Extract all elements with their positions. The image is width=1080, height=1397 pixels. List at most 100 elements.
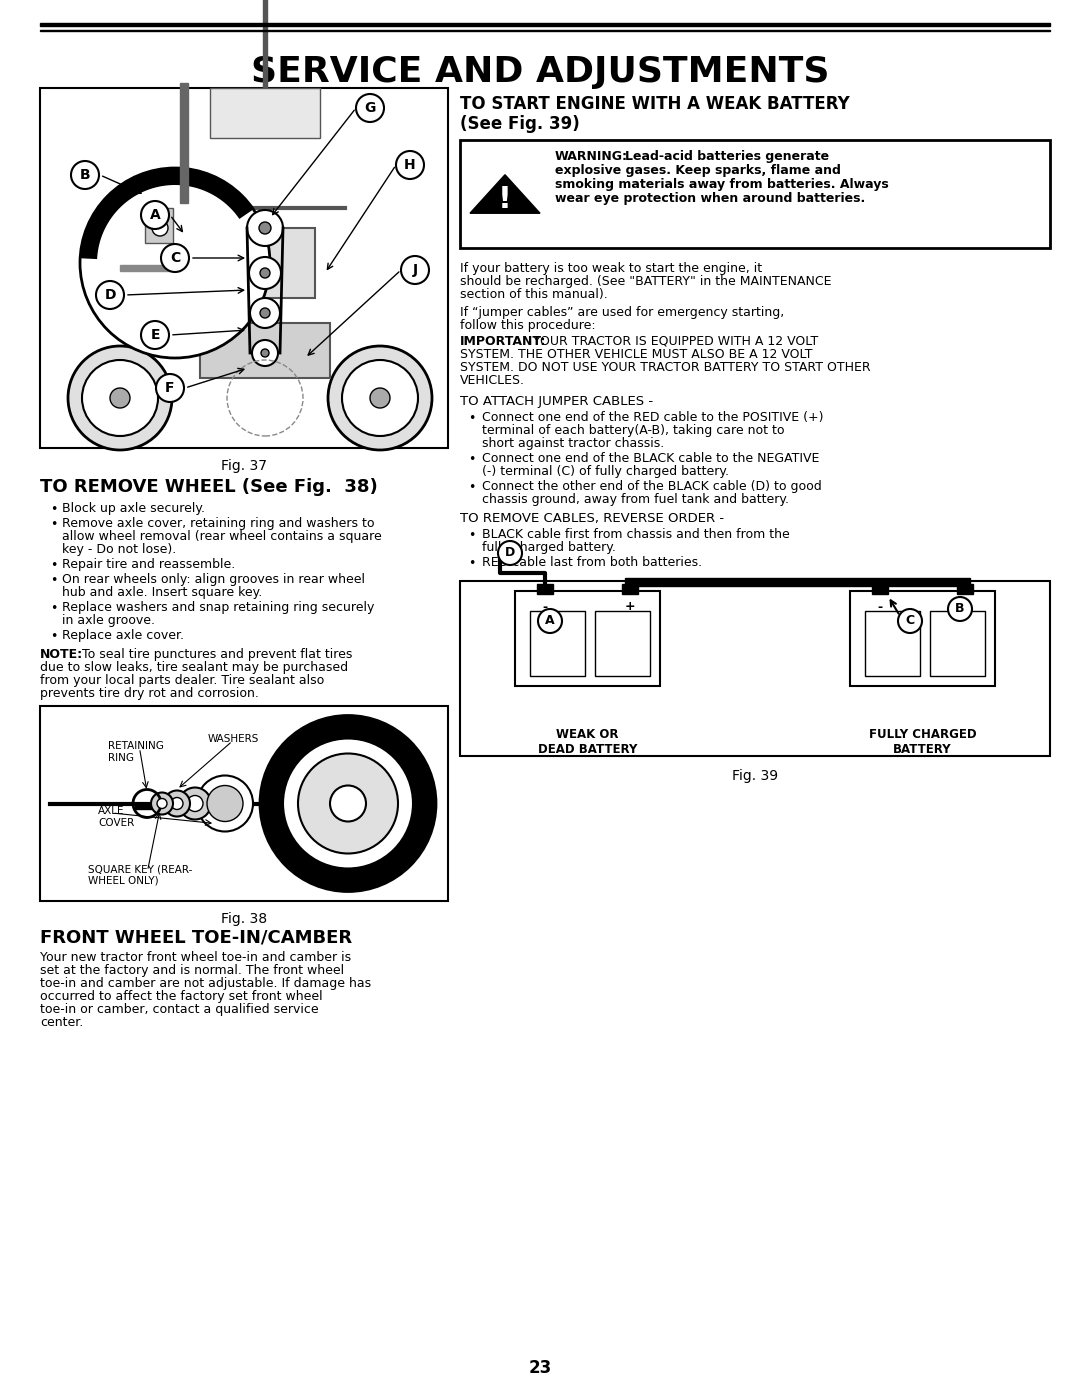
Circle shape xyxy=(538,609,562,633)
Circle shape xyxy=(948,597,972,622)
Bar xyxy=(120,265,180,271)
Text: TO REMOVE CABLES, REVERSE ORDER -: TO REMOVE CABLES, REVERSE ORDER - xyxy=(460,511,724,525)
Circle shape xyxy=(197,775,253,831)
Text: •: • xyxy=(468,481,475,495)
Bar xyxy=(622,584,638,594)
Text: Lead-acid batteries generate: Lead-acid batteries generate xyxy=(625,149,829,163)
Circle shape xyxy=(260,268,270,278)
Text: Replace axle cover.: Replace axle cover. xyxy=(62,629,184,643)
Text: (See Fig. 39): (See Fig. 39) xyxy=(460,115,580,133)
Circle shape xyxy=(164,791,190,816)
Text: should be recharged. (See "BATTERY" in the MAINTENANCE: should be recharged. (See "BATTERY" in t… xyxy=(460,275,832,288)
Bar xyxy=(180,82,188,203)
Circle shape xyxy=(249,298,280,328)
Circle shape xyxy=(141,321,168,349)
Text: FRONT WHEEL TOE-IN/CAMBER: FRONT WHEEL TOE-IN/CAMBER xyxy=(40,929,352,947)
Text: allow wheel removal (rear wheel contains a square: allow wheel removal (rear wheel contains… xyxy=(62,529,381,543)
Circle shape xyxy=(342,360,418,436)
Text: smoking materials away from batteries. Always: smoking materials away from batteries. A… xyxy=(555,177,889,191)
Circle shape xyxy=(156,374,184,402)
Circle shape xyxy=(96,281,124,309)
Bar xyxy=(460,581,1050,756)
Text: J: J xyxy=(413,263,418,277)
Text: SQUARE KEY (REAR-
WHEEL ONLY): SQUARE KEY (REAR- WHEEL ONLY) xyxy=(87,863,192,886)
Text: RED cable last from both batteries.: RED cable last from both batteries. xyxy=(482,556,702,569)
Text: short against tractor chassis.: short against tractor chassis. xyxy=(482,437,664,450)
Text: toe-in and camber are not adjustable. If damage has: toe-in and camber are not adjustable. If… xyxy=(40,977,372,990)
Bar xyxy=(40,705,448,901)
Text: Your new tractor front wheel toe-in and camber is: Your new tractor front wheel toe-in and … xyxy=(40,951,351,964)
Text: E: E xyxy=(150,328,160,342)
Bar xyxy=(530,610,585,676)
Bar xyxy=(210,88,320,138)
Circle shape xyxy=(261,349,269,358)
Circle shape xyxy=(252,339,278,366)
Text: YOUR TRACTOR IS EQUIPPED WITH A 12 VOLT: YOUR TRACTOR IS EQUIPPED WITH A 12 VOLT xyxy=(534,335,819,348)
Text: Connect the other end of the BLACK cable (D) to good: Connect the other end of the BLACK cable… xyxy=(482,481,822,493)
Polygon shape xyxy=(80,168,254,258)
Circle shape xyxy=(396,151,424,179)
Text: On rear wheels only: align grooves in rear wheel: On rear wheels only: align grooves in re… xyxy=(62,573,365,585)
Circle shape xyxy=(179,788,211,820)
Circle shape xyxy=(328,346,432,450)
Text: terminal of each battery(A-B), taking care not to: terminal of each battery(A-B), taking ca… xyxy=(482,425,784,437)
Text: •: • xyxy=(468,453,475,467)
Text: TO REMOVE WHEEL (See Fig.  38): TO REMOVE WHEEL (See Fig. 38) xyxy=(40,478,378,496)
Text: key - Do not lose).: key - Do not lose). xyxy=(62,543,176,556)
Text: H: H xyxy=(404,158,416,172)
Bar xyxy=(40,88,448,448)
Circle shape xyxy=(498,541,522,564)
Bar xyxy=(215,228,315,298)
Text: •: • xyxy=(50,574,57,587)
Text: WARNING:: WARNING: xyxy=(555,149,627,163)
Text: •: • xyxy=(468,529,475,542)
Text: Connect one end of the BLACK cable to the NEGATIVE: Connect one end of the BLACK cable to th… xyxy=(482,453,820,465)
Text: •: • xyxy=(50,630,57,643)
Circle shape xyxy=(152,219,168,236)
Text: SERVICE AND ADJUSTMENTS: SERVICE AND ADJUSTMENTS xyxy=(251,54,829,89)
Polygon shape xyxy=(470,175,540,214)
Text: WEAK OR
DEAD BATTERY: WEAK OR DEAD BATTERY xyxy=(538,728,637,756)
Text: Connect one end of the RED cable to the POSITIVE (+): Connect one end of the RED cable to the … xyxy=(482,411,824,425)
Text: Replace washers and snap retaining ring securely: Replace washers and snap retaining ring … xyxy=(62,601,375,615)
Text: Block up axle securely.: Block up axle securely. xyxy=(62,502,205,515)
Text: •: • xyxy=(50,602,57,615)
Circle shape xyxy=(260,307,270,319)
Text: NOTE:: NOTE: xyxy=(40,648,83,661)
Circle shape xyxy=(283,739,413,869)
Text: Fig. 38: Fig. 38 xyxy=(221,912,267,926)
Text: from your local parts dealer. Tire sealant also: from your local parts dealer. Tire seala… xyxy=(40,673,324,687)
Text: •: • xyxy=(468,412,475,425)
Text: follow this procedure:: follow this procedure: xyxy=(460,319,596,332)
Text: A: A xyxy=(545,615,555,627)
Text: •: • xyxy=(468,557,475,570)
Text: •: • xyxy=(50,559,57,571)
Text: TO START ENGINE WITH A WEAK BATTERY: TO START ENGINE WITH A WEAK BATTERY xyxy=(460,95,850,113)
Text: fully charged battery.: fully charged battery. xyxy=(482,541,616,555)
Circle shape xyxy=(187,795,203,812)
Text: explosive gases. Keep sparks, flame and: explosive gases. Keep sparks, flame and xyxy=(555,163,841,177)
Text: occurred to affect the factory set front wheel: occurred to affect the factory set front… xyxy=(40,990,323,1003)
Text: +: + xyxy=(624,601,635,613)
Circle shape xyxy=(259,222,271,235)
Bar xyxy=(264,0,267,117)
Text: D: D xyxy=(105,288,116,302)
Bar xyxy=(135,803,160,809)
Text: C: C xyxy=(905,615,915,627)
Text: If “jumper cables” are used for emergency starting,: If “jumper cables” are used for emergenc… xyxy=(460,306,784,319)
Text: prevents tire dry rot and corrosion.: prevents tire dry rot and corrosion. xyxy=(40,687,259,700)
Bar xyxy=(595,610,650,676)
Text: Fig. 39: Fig. 39 xyxy=(732,768,778,782)
Bar xyxy=(145,208,173,243)
Text: hub and axle. Insert square key.: hub and axle. Insert square key. xyxy=(62,585,262,599)
Text: VEHICLES.: VEHICLES. xyxy=(460,374,525,387)
Text: C: C xyxy=(170,251,180,265)
Circle shape xyxy=(71,161,99,189)
Text: 23: 23 xyxy=(528,1359,552,1377)
Circle shape xyxy=(401,256,429,284)
Bar xyxy=(40,22,1050,27)
Text: F: F xyxy=(165,381,175,395)
Text: AXLE
COVER: AXLE COVER xyxy=(98,806,134,827)
Text: B: B xyxy=(955,602,964,616)
Text: D: D xyxy=(504,546,515,560)
